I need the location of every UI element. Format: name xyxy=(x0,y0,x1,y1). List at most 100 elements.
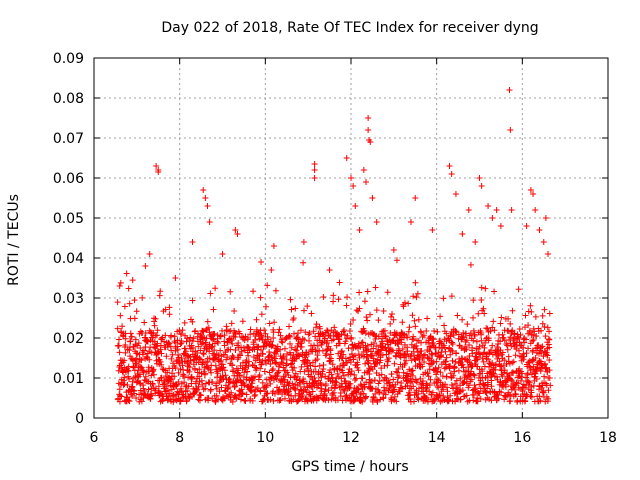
x-tick-label: 18 xyxy=(599,430,617,446)
data-point xyxy=(488,397,495,404)
data-point xyxy=(132,360,139,367)
data-point xyxy=(337,363,344,370)
y-tick-label: 0.03 xyxy=(53,291,84,307)
data-point xyxy=(363,393,370,400)
data-point xyxy=(152,315,159,322)
data-point xyxy=(463,337,470,344)
data-point xyxy=(186,368,193,375)
data-point xyxy=(542,333,549,340)
data-point xyxy=(515,286,522,293)
data-point xyxy=(408,341,415,348)
y-tick-label: 0.02 xyxy=(53,331,84,347)
data-point xyxy=(348,350,355,357)
data-point xyxy=(350,356,357,363)
data-point xyxy=(424,370,431,377)
data-point xyxy=(207,386,214,393)
data-point xyxy=(213,380,220,387)
data-point xyxy=(511,330,518,337)
data-point xyxy=(355,386,362,393)
data-point xyxy=(235,339,242,346)
data-point xyxy=(377,357,384,364)
data-point xyxy=(283,360,290,367)
data-point xyxy=(354,361,361,368)
data-point xyxy=(329,390,336,397)
data-point xyxy=(539,312,546,319)
data-point xyxy=(347,380,354,387)
data-point xyxy=(532,313,539,320)
data-point xyxy=(205,324,212,331)
data-point xyxy=(127,353,134,360)
data-point xyxy=(448,293,455,300)
data-point xyxy=(312,346,319,353)
data-point xyxy=(430,336,437,343)
data-point xyxy=(286,323,293,330)
data-point xyxy=(261,327,268,334)
data-point xyxy=(154,327,161,334)
data-point xyxy=(373,307,380,314)
data-point xyxy=(202,195,209,201)
data-point xyxy=(221,342,228,349)
data-point xyxy=(277,332,284,339)
data-point xyxy=(426,388,433,395)
data-point xyxy=(189,297,196,304)
data-point xyxy=(140,347,147,354)
data-point xyxy=(211,347,218,354)
data-point xyxy=(314,356,321,363)
y-tick-label: 0.08 xyxy=(53,91,84,107)
data-point xyxy=(526,379,533,386)
data-point xyxy=(228,337,235,344)
data-point xyxy=(541,373,548,380)
data-point xyxy=(359,398,366,405)
data-point xyxy=(470,337,477,344)
data-point xyxy=(536,393,543,400)
data-point xyxy=(166,311,173,318)
data-point xyxy=(196,366,203,373)
data-point xyxy=(266,349,273,356)
data-point xyxy=(182,345,189,352)
data-point xyxy=(139,367,146,374)
data-point xyxy=(281,395,288,402)
data-point xyxy=(544,352,551,359)
data-point xyxy=(506,87,513,93)
data-point xyxy=(148,392,155,399)
data-point xyxy=(360,167,367,173)
data-point xyxy=(450,332,457,339)
data-point xyxy=(484,325,491,332)
data-point xyxy=(442,381,449,388)
data-point xyxy=(186,364,193,371)
data-point xyxy=(351,396,358,403)
data-point xyxy=(252,336,259,343)
data-point xyxy=(410,293,417,300)
data-point xyxy=(482,339,489,346)
data-point xyxy=(348,175,354,181)
data-point xyxy=(343,155,350,161)
data-point xyxy=(434,368,441,375)
data-point xyxy=(276,386,283,393)
data-point xyxy=(200,386,207,393)
data-point xyxy=(494,391,501,398)
data-point xyxy=(499,349,506,356)
data-point xyxy=(545,395,552,402)
data-point xyxy=(313,321,320,328)
data-point xyxy=(169,360,176,367)
data-point xyxy=(122,335,129,342)
data-point xyxy=(528,308,535,315)
data-point xyxy=(404,334,411,341)
data-point xyxy=(283,351,290,358)
data-point xyxy=(504,346,511,353)
data-point xyxy=(450,372,457,379)
data-point xyxy=(147,391,154,398)
data-point xyxy=(393,257,400,264)
data-point xyxy=(151,315,158,322)
data-point xyxy=(199,359,206,366)
data-point xyxy=(258,361,265,368)
data-point xyxy=(488,383,495,390)
data-point xyxy=(165,339,172,346)
data-point xyxy=(270,334,277,341)
data-point xyxy=(447,351,454,358)
data-point xyxy=(307,342,314,349)
data-point xyxy=(347,321,354,328)
data-point xyxy=(522,374,529,381)
data-point xyxy=(482,285,489,292)
data-point xyxy=(372,284,379,291)
